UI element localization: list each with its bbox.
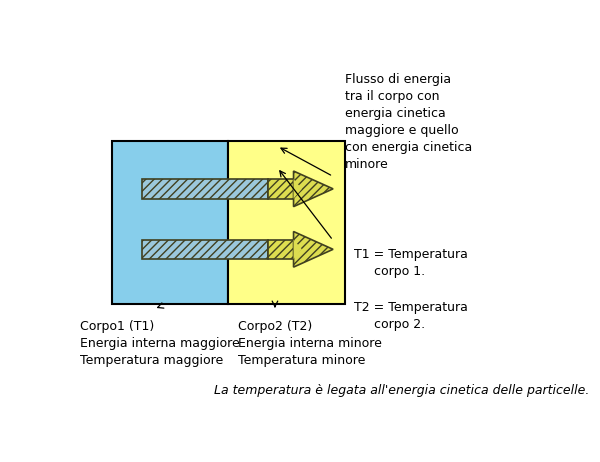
Polygon shape [293, 239, 302, 259]
Polygon shape [293, 179, 302, 199]
Bar [142, 179, 268, 199]
Bar [142, 239, 268, 259]
Polygon shape [293, 171, 333, 207]
Text: La temperatura è legata all'energia cinetica delle particelle.: La temperatura è legata all'energia cine… [215, 384, 590, 397]
Text: Corpo2 (T2)
Energia interna minore
Temperatura minore: Corpo2 (T2) Energia interna minore Tempe… [238, 321, 382, 367]
Bar [112, 141, 229, 304]
Bar [268, 179, 293, 199]
Text: Corpo1 (T1)
Energia interna maggiore
Temperatura maggiore: Corpo1 (T1) Energia interna maggiore Tem… [80, 321, 239, 367]
Text: T2 = Temperatura
     corpo 2.: T2 = Temperatura corpo 2. [354, 301, 468, 331]
Bar [268, 239, 293, 259]
Text: T1 = Temperatura
     corpo 1.: T1 = Temperatura corpo 1. [354, 248, 468, 278]
Polygon shape [293, 231, 333, 267]
Bar [229, 141, 345, 304]
Text: Flusso di energia
tra il corpo con
energia cinetica
maggiore e quello
con energi: Flusso di energia tra il corpo con energ… [344, 73, 472, 171]
